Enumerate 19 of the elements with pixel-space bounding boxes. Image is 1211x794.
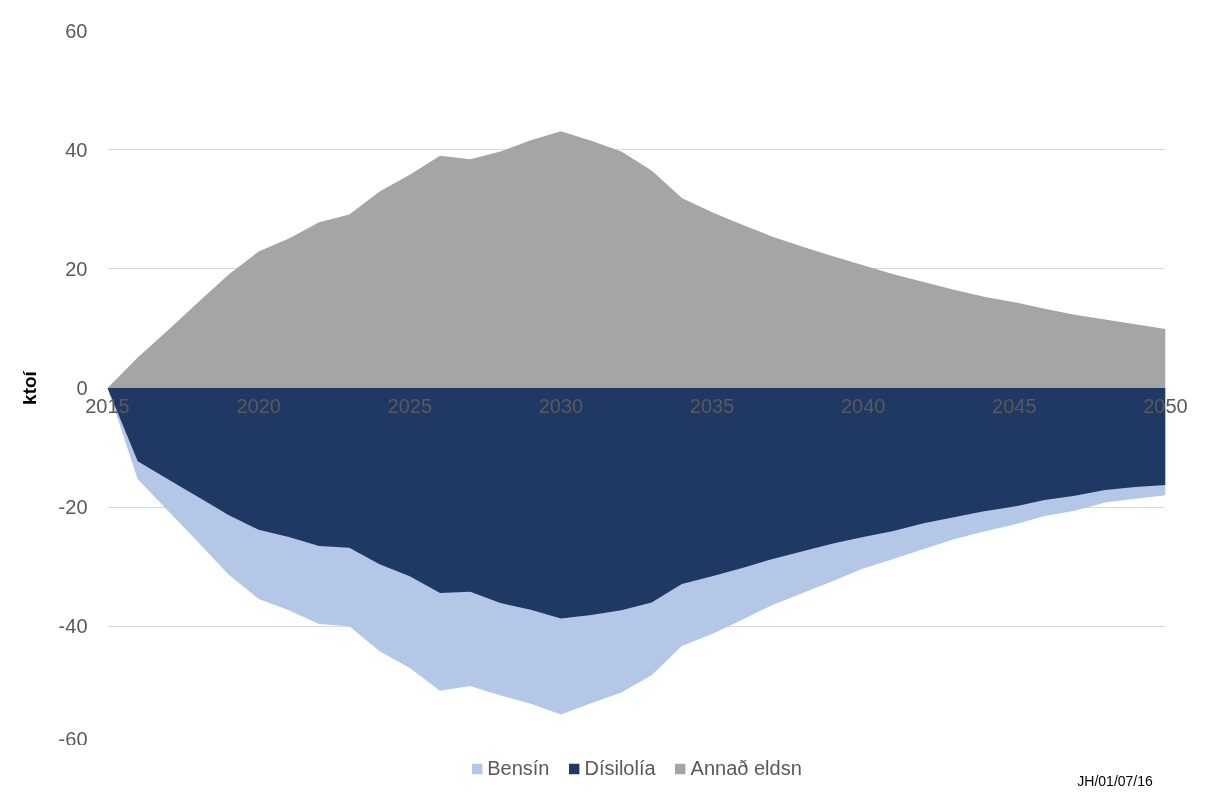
y-tick-label: -40 (58, 615, 88, 638)
y-tick-label: -60 (58, 727, 88, 750)
x-tick-label: 2035 (689, 394, 735, 417)
y-tick-label: -20 (58, 496, 88, 519)
x-tick-label: 2050 (1143, 394, 1188, 417)
legend-label: Annað eldsn (690, 757, 802, 780)
x-tick-label: 2025 (387, 394, 433, 417)
y-tick-label: 40 (65, 138, 88, 161)
legend-label: Dísilolía (584, 757, 656, 780)
x-tick-label: 2020 (236, 394, 281, 417)
y-tick-label: 0 (76, 377, 88, 399)
legend-label: Bensín (487, 757, 550, 780)
x-tick-label: 2030 (538, 394, 584, 417)
y-tick-label: 20 (65, 257, 88, 280)
x-tick-label: 2040 (840, 394, 886, 417)
y-axis-title: ktoí (18, 370, 40, 405)
text: JH/01/07/16 (1077, 772, 1154, 789)
y-tick-label: 60 (65, 19, 88, 42)
x-tick-label: 2045 (992, 394, 1037, 417)
